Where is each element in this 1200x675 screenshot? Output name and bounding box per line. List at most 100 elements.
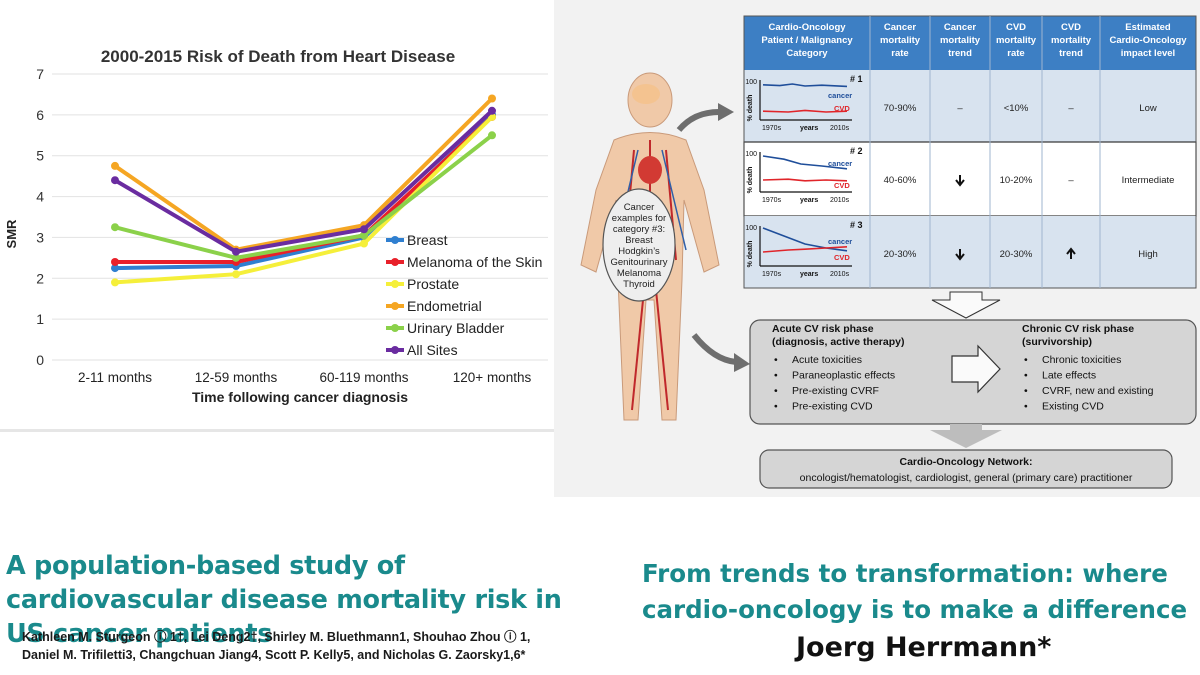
- phase-item: Pre-existing CVD: [792, 401, 873, 413]
- trend-none: –: [1068, 175, 1074, 186]
- impact-level: Intermediate: [1122, 175, 1175, 186]
- series-point: [488, 94, 496, 103]
- series-point: [232, 253, 240, 262]
- phase-item: Pre-existing CVRF: [792, 385, 879, 397]
- table-header: Cardio-Oncology: [1109, 35, 1187, 46]
- legend-label: All Sites: [407, 342, 458, 358]
- mini-cancer-label: cancer: [828, 91, 852, 100]
- series-point: [111, 161, 119, 170]
- mini-cancer-line: [762, 155, 848, 170]
- series-point: [111, 278, 119, 287]
- y-tick-label: 6: [36, 107, 44, 123]
- phase-item: Acute toxicities: [792, 354, 862, 366]
- legend-label: Endometrial: [407, 298, 482, 314]
- mini-xend: 2010s: [830, 197, 850, 204]
- body-callout: [602, 188, 676, 302]
- x-tick-label: 60-119 months: [319, 370, 408, 385]
- cancer-rate: 40-60%: [884, 175, 917, 186]
- mini-xend: 2010s: [830, 271, 850, 278]
- x-tick-label: 120+ months: [453, 370, 532, 385]
- series-point: [232, 270, 240, 279]
- mini-cvd-line: [762, 109, 848, 113]
- x-tick-label: 2-11 months: [78, 370, 152, 385]
- mini-cvd-label: CVD: [834, 104, 850, 113]
- mini-ylabel: % death: [747, 241, 754, 268]
- series-point: [360, 231, 368, 240]
- mini-cvd-line: [762, 178, 848, 182]
- table-header: rate: [1007, 48, 1024, 59]
- impact-level: High: [1138, 249, 1158, 260]
- series-line: [114, 133, 494, 260]
- series-point: [360, 239, 368, 248]
- callout-line: Breast: [625, 235, 653, 246]
- callout-line: Hodgkin’s: [618, 246, 660, 257]
- legend-marker: [391, 280, 399, 288]
- table-header: Cancer: [944, 22, 977, 33]
- category-table: Cardio-Oncology Patient / Malignancy Categ…: [743, 15, 1197, 289]
- y-axis-label: SMR: [4, 219, 19, 249]
- callout-line: Melanoma: [617, 268, 662, 279]
- smr-chart-panel: 2000-2015 Risk of Death from Heart Disea…: [0, 28, 554, 432]
- right-title-line-1: From trends to transformation: where: [642, 559, 1168, 588]
- callout-line: category #3:: [613, 224, 665, 235]
- callout-line: examples for: [612, 213, 666, 224]
- phase-bullet: •: [1024, 385, 1028, 397]
- table-header: mortality: [996, 35, 1037, 46]
- series-point: [111, 223, 119, 232]
- phase-bullet: •: [774, 370, 778, 382]
- mini-cvd-line: [762, 246, 848, 253]
- mini-xstart: 1970s: [762, 125, 782, 132]
- series-point: [232, 247, 240, 256]
- arrow-to-phases: [691, 333, 737, 365]
- arrow-down-2: [930, 424, 1002, 448]
- smr-line-chart: 2000-2015 Risk of Death from Heart Disea…: [4, 47, 548, 405]
- cardio-oncology-figure: Cancer examples for category #3: Breast Hodg…: [554, 0, 1200, 497]
- phase-item: Paraneoplastic effects: [792, 370, 895, 382]
- table-header: trend: [1059, 48, 1083, 59]
- phase-item: Chronic toxicities: [1042, 354, 1121, 366]
- mini-cancer-line: [762, 83, 848, 88]
- series-line: [115, 115, 494, 264]
- mini-ymax: 100: [745, 151, 757, 158]
- y-tick-label: 0: [36, 352, 44, 368]
- phase-bullet: •: [1024, 354, 1028, 366]
- table-header: rate: [891, 48, 908, 59]
- table-header: impact level: [1121, 48, 1175, 59]
- arrow-down-icon: [955, 175, 965, 187]
- series-point: [111, 257, 119, 266]
- table-header: mortality: [940, 35, 981, 46]
- phase-bullet: •: [1024, 401, 1028, 413]
- trend-none: –: [1068, 103, 1074, 114]
- left-paper-authors: Kathleen M. Sturgeon ⓘ 1†, Lei Deng2†, S…: [22, 628, 592, 664]
- series-line: [113, 109, 494, 254]
- network-box: [759, 449, 1173, 489]
- authors-line-2: Daniel M. Trifiletti3, Changchuan Jiang4…: [22, 648, 526, 662]
- cancer-rate: 70-90%: [884, 103, 917, 114]
- cancer-rate: 20-30%: [884, 249, 917, 260]
- legend-marker: [391, 236, 399, 244]
- y-tick-label: 4: [36, 189, 44, 205]
- left-paper-title: A population-based study of cardiovascul…: [6, 551, 562, 649]
- legend-label: Urinary Bladder: [407, 320, 505, 336]
- phase-bullet: •: [774, 354, 778, 366]
- series-point: [488, 131, 496, 140]
- authors-line-1: Kathleen M. Sturgeon ⓘ 1†, Lei Deng2†, S…: [22, 630, 531, 644]
- legend-label: Melanoma of the Skin: [407, 254, 542, 270]
- x-tick-label: 12-59 months: [195, 370, 278, 385]
- table-header: mortality: [880, 35, 921, 46]
- table-header: CVD: [1006, 22, 1026, 33]
- callout-line: Genitourinary: [610, 257, 667, 268]
- legend-marker: [391, 324, 399, 332]
- arrow-up-icon: [1066, 247, 1076, 259]
- mini-ylabel: % death: [747, 95, 754, 122]
- y-tick-label: 1: [36, 311, 44, 327]
- phase-item: Existing CVD: [1042, 401, 1104, 413]
- table-header: mortality: [1051, 35, 1092, 46]
- table-header: Category: [786, 48, 828, 59]
- legend-marker: [391, 302, 399, 310]
- legend-marker: [391, 258, 399, 266]
- mini-cancer-label: cancer: [828, 237, 852, 246]
- y-tick-label: 3: [36, 229, 44, 245]
- arrow-acute-to-chronic: [951, 344, 1001, 394]
- series-line: [113, 97, 494, 252]
